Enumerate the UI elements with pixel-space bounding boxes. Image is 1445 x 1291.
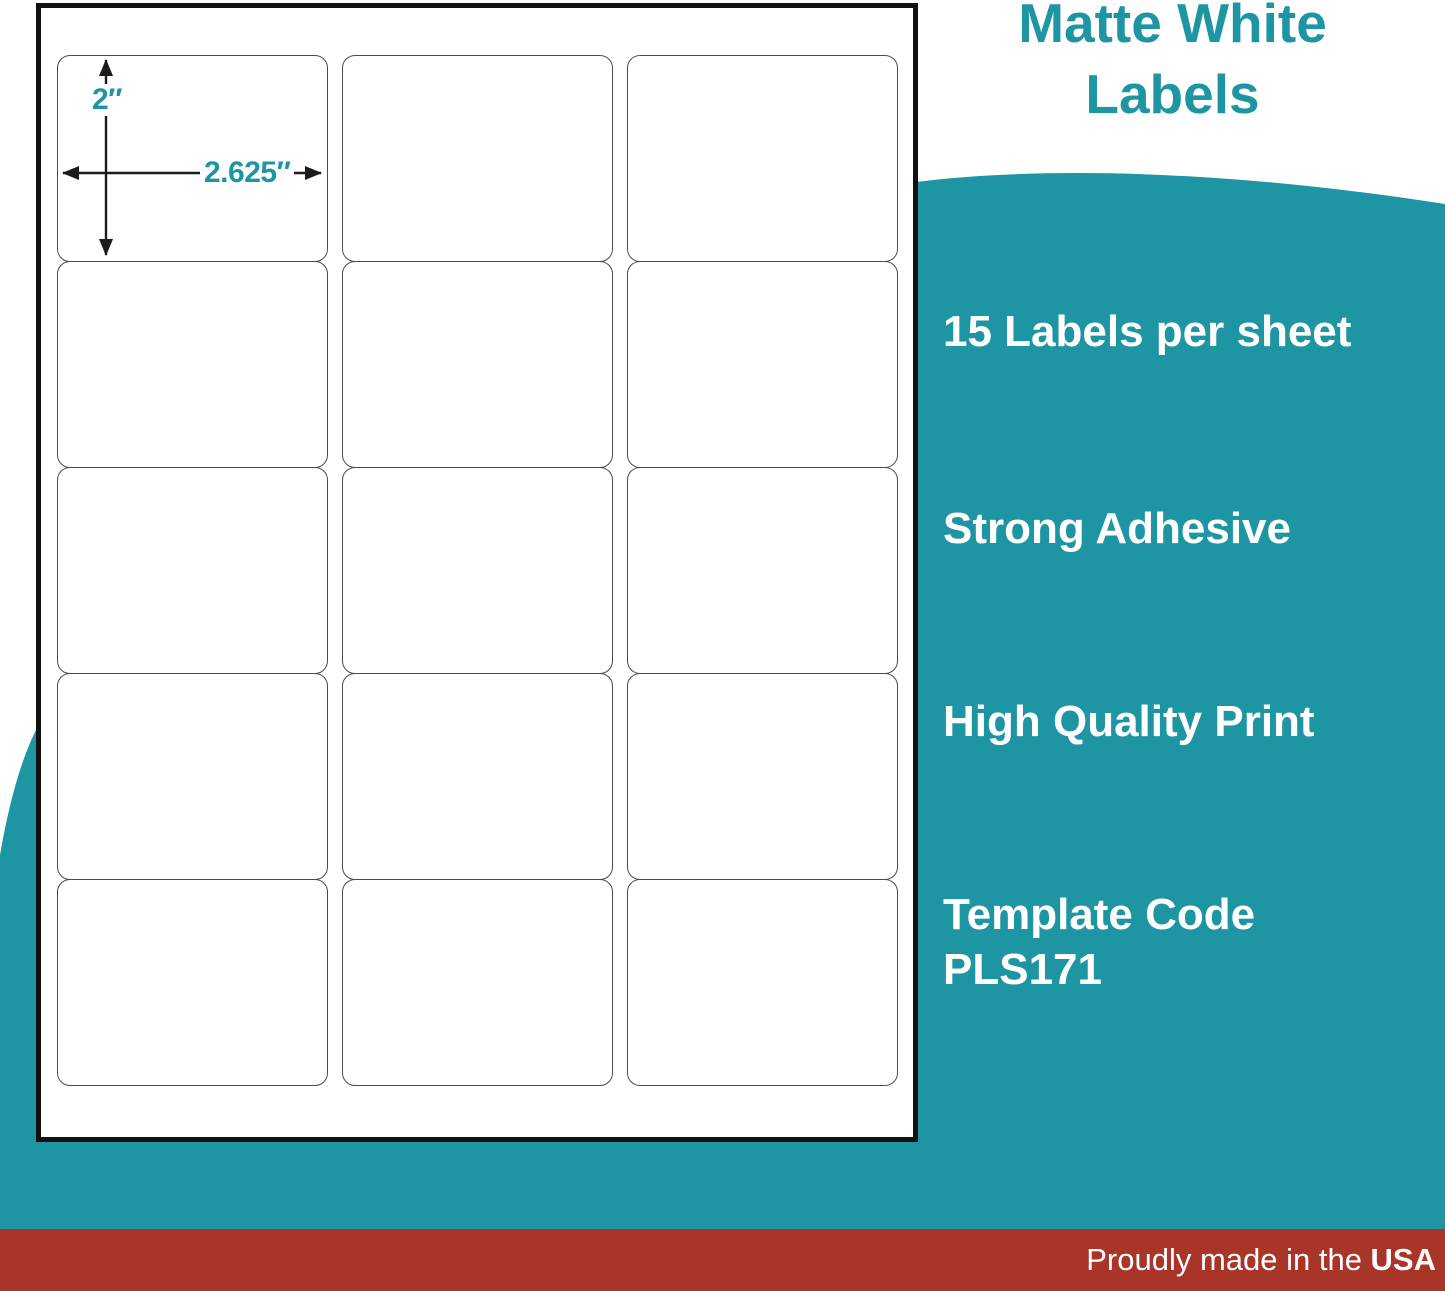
feature-text: High Quality Print xyxy=(943,697,1315,746)
product-title-line2: Labels xyxy=(1085,63,1260,125)
label-cell xyxy=(627,673,898,880)
label-width-value: 2.625″ xyxy=(200,157,295,189)
label-cell xyxy=(342,879,613,1086)
teal-swoosh-shape xyxy=(0,173,1445,1291)
feature-high-quality-print: High Quality Print xyxy=(943,694,1443,749)
label-cell xyxy=(57,673,328,880)
label-cell xyxy=(627,261,898,468)
label-cell xyxy=(57,261,328,468)
feature-text: Template Code xyxy=(943,890,1256,939)
label-cell xyxy=(57,467,328,674)
feature-text: 15 Labels per sheet xyxy=(943,307,1352,356)
label-height-value: 2″ xyxy=(88,84,127,116)
label-cell xyxy=(627,55,898,262)
feature-strong-adhesive: Strong Adhesive xyxy=(943,501,1443,556)
footer-made-in-text: Proudly made in the xyxy=(1086,1242,1371,1277)
label-cell xyxy=(342,261,613,468)
label-cell xyxy=(342,467,613,674)
product-title-line1: Matte White xyxy=(1018,0,1327,54)
label-sheet xyxy=(36,3,918,1142)
product-title: Matte White Labels xyxy=(900,0,1445,130)
feature-text: PLS171 xyxy=(943,945,1102,994)
footer-usa-text: USA xyxy=(1370,1242,1436,1277)
label-cell xyxy=(627,879,898,1086)
feature-text: Strong Adhesive xyxy=(943,504,1291,553)
label-cell xyxy=(342,55,613,262)
label-cell xyxy=(342,673,613,880)
feature-template-code: Template Code PLS171 xyxy=(943,887,1443,997)
label-cell xyxy=(627,467,898,674)
feature-labels-per-sheet: 15 Labels per sheet xyxy=(943,304,1443,359)
footer-bar: Proudly made in the USA xyxy=(0,1229,1445,1291)
label-cell xyxy=(57,879,328,1086)
